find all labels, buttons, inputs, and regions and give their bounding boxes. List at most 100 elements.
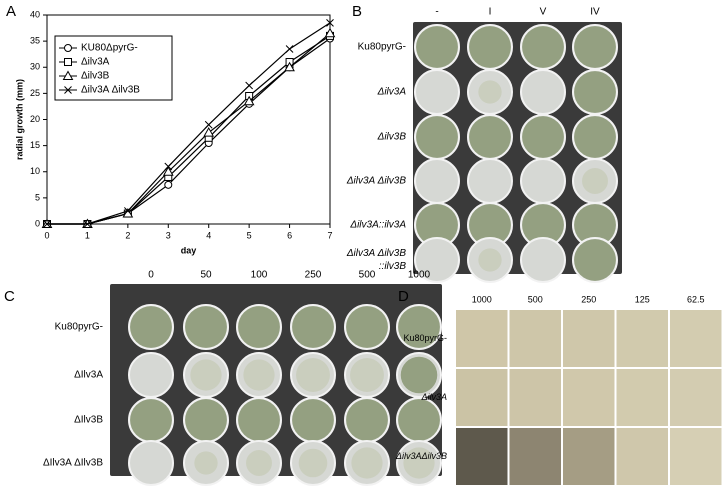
series-line (47, 22, 331, 225)
colony (469, 204, 511, 246)
row-label: Ku80pyrG- (358, 42, 406, 53)
colony (185, 399, 227, 441)
legend-label: KU80ΔpyrG- (81, 43, 138, 54)
column-label: 1000 (472, 294, 492, 304)
legend-box (54, 35, 173, 101)
colony (574, 204, 616, 246)
well (414, 158, 460, 204)
marker (324, 27, 336, 38)
marker (203, 127, 215, 137)
column-label: 1000 (408, 270, 431, 281)
colony (130, 399, 172, 441)
micrograph (509, 428, 561, 485)
colony (296, 358, 330, 392)
column-label: - (435, 7, 438, 18)
row-label: Δilv3A (377, 87, 407, 98)
row-label: Δilv3A::ilv3A (349, 220, 406, 231)
marker (243, 95, 255, 106)
column-label: 50 (200, 270, 212, 281)
colony (238, 306, 280, 348)
y-tick-label: 5 (35, 192, 40, 202)
y-tick-label: 25 (30, 88, 40, 98)
column-label: 0 (148, 270, 154, 281)
marker (83, 220, 92, 228)
y-axis-label: radial growth (mm) (14, 79, 24, 160)
marker (62, 70, 74, 80)
colony (243, 359, 275, 391)
colony (522, 204, 564, 246)
colony (351, 447, 383, 479)
row-label: Δilv3B (377, 132, 407, 143)
colony (185, 306, 227, 348)
colony (346, 399, 388, 441)
panel-letter: D (398, 288, 409, 305)
panel-letter: C (4, 288, 15, 305)
micrograph (616, 428, 668, 485)
colony (292, 399, 334, 441)
x-tick-label: 2 (125, 230, 130, 240)
colony (238, 399, 280, 441)
x-tick-label: 1 (85, 230, 90, 240)
y-tick-label: 20 (30, 114, 40, 124)
colony (582, 168, 608, 194)
micrograph (563, 369, 615, 426)
micrograph (670, 310, 722, 367)
column-label: 125 (635, 294, 650, 304)
marker (245, 81, 253, 90)
micrograph (563, 310, 615, 367)
row-label: Ku80pyrG- (55, 322, 103, 333)
column-label: 100 (251, 270, 268, 281)
row-label: ::ilv3B (379, 261, 407, 272)
y-tick-label: 15 (30, 140, 40, 150)
column-label: 250 (581, 294, 596, 304)
colony (522, 116, 564, 158)
legend-label: Δilv3B (81, 71, 110, 82)
well (520, 237, 566, 283)
row-label: ΔIlv3A (74, 370, 103, 381)
marker (204, 120, 213, 129)
row-label: Δilv3A (420, 392, 447, 402)
y-tick-label: 0 (35, 218, 40, 228)
micrograph (563, 428, 615, 485)
colony (194, 451, 218, 475)
y-tick-label: 10 (30, 166, 40, 176)
y-tick-label: 40 (30, 9, 40, 19)
colony (574, 116, 616, 158)
column-label: 62.5 (687, 294, 705, 304)
y-tick-label: 35 (30, 36, 40, 46)
colony (469, 116, 511, 158)
colony (292, 306, 334, 348)
well (128, 440, 174, 486)
marker (124, 207, 132, 215)
marker (164, 162, 173, 171)
x-axis-label: day (181, 245, 197, 255)
colony (478, 248, 502, 272)
colony (398, 399, 440, 441)
well (414, 237, 460, 283)
panel-letter: B (352, 3, 362, 20)
micrograph (616, 369, 668, 426)
marker (43, 220, 51, 228)
panel-letter: A (6, 3, 16, 20)
colony (246, 450, 272, 476)
colony (416, 204, 458, 246)
row-label: Δilv3A Δilv3B (346, 248, 407, 259)
micrograph (670, 369, 722, 426)
x-tick-label: 0 (44, 230, 49, 240)
colony (130, 306, 172, 348)
column-label: 500 (528, 294, 543, 304)
row-label: Δilv3AΔilv3B (395, 451, 447, 461)
marker (285, 45, 294, 53)
micrograph (456, 428, 508, 485)
micrograph (509, 310, 561, 367)
column-label: I (489, 7, 492, 18)
colony (574, 71, 616, 113)
marker (64, 44, 72, 52)
marker (162, 166, 174, 176)
well (520, 158, 566, 204)
well (520, 69, 566, 115)
well (414, 69, 460, 115)
x-tick-label: 7 (327, 230, 332, 240)
colony (398, 306, 440, 348)
